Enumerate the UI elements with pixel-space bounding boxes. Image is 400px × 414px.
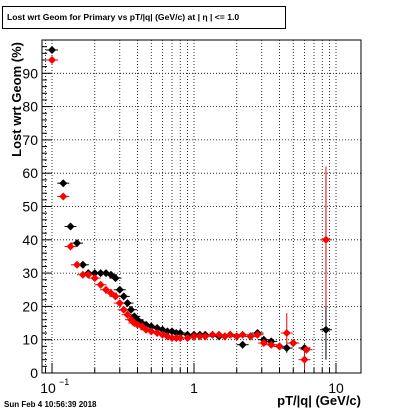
y-tick-label: 0 [30,365,38,381]
red-series-point [66,242,75,251]
red-series-point [84,270,93,279]
y-tick-label: 50 [22,199,38,215]
red-series-point [226,330,235,339]
red-series-point [123,310,132,319]
black-series-point [321,325,330,334]
red-series-point [246,332,255,341]
red-series-point [111,292,120,301]
y-tick-label: 90 [22,65,38,81]
red-series-point [176,334,185,343]
red-series-point [267,340,276,349]
y-tick-label: 40 [22,232,38,248]
red-series-point [289,339,298,348]
timestamp-footer: Sun Feb 4 10:56:39 2018 [4,400,97,409]
red-series-point [115,299,124,308]
chart-title: Lost wrt Geom for Primary vs pT/|q| (GeV… [2,6,286,29]
red-series-point [48,55,57,64]
x-tick-label: 1 [190,380,198,396]
x-tick-label: 10 [328,380,344,396]
red-series-point [253,330,262,339]
red-series-point [78,270,87,279]
black-series-point [73,239,82,248]
red-series-point [232,332,241,341]
red-series-point [102,285,111,294]
y-tick-label: 10 [22,332,38,348]
data-markers [48,45,330,364]
red-series-point [183,334,192,343]
red-series-point [321,235,330,244]
red-series-point [96,280,105,289]
red-series-point [195,332,204,341]
y-tick-label: 60 [22,165,38,181]
black-series-point [78,260,87,269]
red-series-point [259,339,268,348]
x-tick-label: 10 [40,380,56,396]
red-series-point [275,342,284,351]
x-axis-label: pT/|q| (GeV/c) [277,393,361,408]
red-series-point [59,192,68,201]
y-tick-label: 70 [22,132,38,148]
black-series-point [176,329,185,338]
red-series-point [147,327,156,336]
red-series-point [302,345,311,354]
black-series-point [147,322,156,331]
red-series-point [215,330,224,339]
y-tick-label: 30 [22,265,38,281]
y-tick-label: 80 [22,99,38,115]
x-tick-exponent: −1 [59,377,69,387]
black-series-point [66,222,75,231]
black-series-point [48,45,57,54]
black-series-point [238,340,247,349]
red-series-point [238,330,247,339]
red-series-point [119,305,128,314]
black-series-point [115,285,124,294]
y-tick-label: 20 [22,298,38,314]
black-series-point [90,269,99,278]
axis-ticks [42,39,337,374]
red-series-point [168,334,177,343]
black-series-point [282,344,291,353]
red-series-point [300,355,309,364]
black-series-point [119,292,128,301]
red-series-point [201,332,210,341]
red-series-point [190,332,199,341]
error-bars [46,49,332,370]
black-series-point [59,179,68,188]
black-series-point [111,274,120,283]
red-series-point [90,274,99,283]
black-series-point [96,269,105,278]
black-series-point [163,327,172,336]
red-series-point [282,329,291,338]
grid-lines [42,40,361,373]
red-series-point [208,330,217,339]
red-series-point [73,260,82,269]
black-series-point [123,299,132,308]
y-axis-label: Lost wrt Geom (%) [9,42,24,157]
black-series-point [127,305,136,314]
